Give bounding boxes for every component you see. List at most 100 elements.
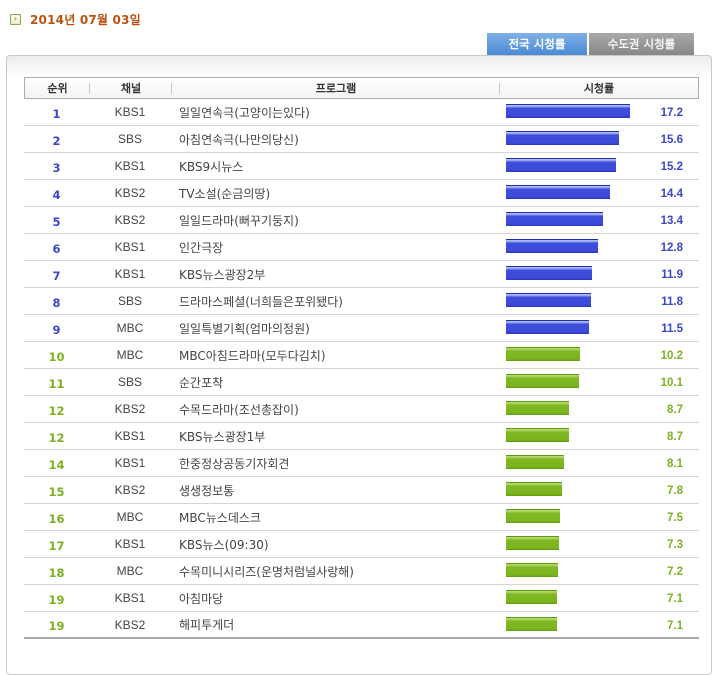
rating-bar: [506, 482, 562, 496]
rating-value: 8.7: [667, 431, 683, 443]
rank-cell: 17: [48, 538, 65, 553]
table-row: 12 KBS2 수목드라마(조선총잡이) 8.7: [24, 396, 699, 423]
rating-cell: 7.1: [504, 585, 699, 611]
program-cell: KBS뉴스광장1부: [179, 429, 266, 444]
rank-cell: 18: [48, 565, 65, 580]
rating-bar: [506, 185, 610, 199]
rating-bar: [506, 563, 558, 577]
rating-value: 7.5: [667, 512, 683, 524]
rank-cell: 7: [52, 268, 61, 283]
rating-bar: [506, 374, 579, 388]
rank-cell: 19: [48, 619, 65, 633]
table-row: 9 MBC 일일특별기획(엄마의정원) 11.5: [24, 315, 699, 342]
rank-cell: 8: [52, 295, 61, 310]
rating-cell: 11.8: [504, 288, 699, 314]
table-row: 19 KBS2 해피투게더 7.1: [24, 612, 699, 639]
table-row: 7 KBS1 KBS뉴스광장2부 11.9: [24, 261, 699, 288]
rating-bar: [506, 617, 557, 631]
tab-capital-area-rating[interactable]: 수도권 시청률: [589, 33, 694, 55]
channel-cell: MBC: [116, 321, 144, 335]
program-cell: 인간극장: [179, 240, 224, 255]
rating-cell: 10.1: [504, 369, 699, 395]
table-row: 8 SBS 드라마스페셜(너희들은포위됐다) 11.8: [24, 288, 699, 315]
header-channel: 채널: [90, 78, 172, 98]
channel-cell: SBS: [117, 294, 142, 308]
program-cell: MBC뉴스데스크: [179, 510, 261, 525]
rating-value: 8.7: [667, 404, 683, 416]
program-cell: KBS뉴스(09:30): [179, 537, 269, 552]
program-cell: 아침마당: [179, 591, 224, 606]
rank-cell: 2: [52, 133, 61, 148]
channel-cell: KBS2: [114, 617, 146, 632]
rating-bar: [506, 320, 589, 334]
program-cell: MBC아침드라마(모두다김치): [179, 348, 326, 363]
rank-cell: 9: [52, 322, 61, 337]
rating-cell: 7.3: [504, 531, 699, 557]
rating-cell: 8.1: [504, 450, 699, 476]
rating-bar: [506, 158, 616, 172]
header-rating: 시청률: [583, 82, 615, 95]
rating-cell: 11.5: [504, 315, 699, 341]
rating-value: 10.2: [660, 350, 683, 362]
program-cell: 생생정보통: [179, 483, 235, 498]
channel-cell: MBC: [116, 564, 144, 578]
rating-value: 12.8: [660, 242, 683, 254]
channel-cell: KBS2: [114, 213, 146, 227]
table-row: 10 MBC MBC아침드라마(모두다김치) 10.2: [24, 342, 699, 369]
rating-value: 7.3: [667, 539, 683, 551]
rating-bar: [506, 590, 557, 604]
table-row: 14 KBS1 한중정상공동기자회견 8.1: [24, 450, 699, 477]
rating-value: 15.2: [660, 161, 683, 173]
rating-bar: [506, 266, 592, 280]
rating-cell: 13.4: [504, 207, 699, 233]
rating-bar: [506, 401, 569, 415]
channel-cell: KBS2: [114, 186, 146, 200]
rating-value: 17.2: [660, 107, 683, 119]
date-heading: › 2014년 07월 03일: [10, 10, 141, 28]
rank-cell: 19: [48, 592, 65, 607]
rating-cell: 8.7: [504, 423, 699, 449]
table-row: 6 KBS1 인간극장 12.8: [24, 234, 699, 261]
rank-cell: 5: [52, 214, 61, 229]
channel-cell: KBS1: [114, 429, 146, 443]
rating-cell: 7.1: [504, 612, 699, 637]
rating-value: 7.2: [667, 566, 683, 578]
table-row: 12 KBS1 KBS뉴스광장1부 8.7: [24, 423, 699, 450]
header-rank: 순위: [25, 78, 90, 98]
rank-cell: 10: [48, 349, 65, 364]
rating-value: 10.1: [660, 377, 683, 389]
rank-cell: 15: [48, 484, 65, 499]
rating-bar: [506, 536, 559, 550]
channel-cell: KBS1: [114, 267, 146, 281]
arrow-right-icon: ›: [10, 13, 21, 25]
date-text: 2014년 07월 03일: [30, 12, 141, 27]
table-row: 1 KBS1 일일연속극(고양이는있다) 17.2: [24, 99, 699, 126]
rank-cell: 6: [52, 241, 61, 256]
program-cell: 일일연속극(고양이는있다): [179, 105, 310, 120]
rating-cell: 14.4: [504, 180, 699, 206]
tab-national-rating[interactable]: 전국 시청률: [487, 33, 587, 61]
rating-cell: 8.7: [504, 396, 699, 422]
table-row: 16 MBC MBC뉴스데스크 7.5: [24, 504, 699, 531]
table-body: 1 KBS1 일일연속극(고양이는있다) 17.2 2 SBS 아침연속극(나만의당신) 15…: [24, 99, 699, 639]
rating-bar: [506, 131, 619, 145]
program-cell: TV소설(순금의땅): [179, 186, 271, 201]
rating-value: 14.4: [660, 188, 683, 200]
rank-cell: 12: [48, 403, 65, 418]
program-cell: 일일특별기획(엄마의정원): [179, 321, 310, 336]
rating-bar: [506, 455, 564, 469]
channel-cell: KBS1: [114, 456, 146, 470]
table-row: 4 KBS2 TV소설(순금의땅) 14.4: [24, 180, 699, 207]
rating-value: 8.1: [667, 458, 683, 470]
table-row: 17 KBS1 KBS뉴스(09:30) 7.3: [24, 531, 699, 558]
rating-cell: 11.9: [504, 261, 699, 287]
channel-cell: KBS2: [114, 483, 146, 497]
rank-cell: 4: [52, 187, 61, 202]
rating-cell: 7.2: [504, 558, 699, 584]
channel-cell: KBS1: [114, 159, 146, 173]
rating-bar: [506, 509, 560, 523]
rating-bar: [506, 347, 580, 361]
table-header: 순위 채널 프로그램 시청률: [24, 77, 699, 99]
rating-cell: 17.2: [504, 99, 699, 125]
rating-value: 7.1: [667, 593, 683, 605]
